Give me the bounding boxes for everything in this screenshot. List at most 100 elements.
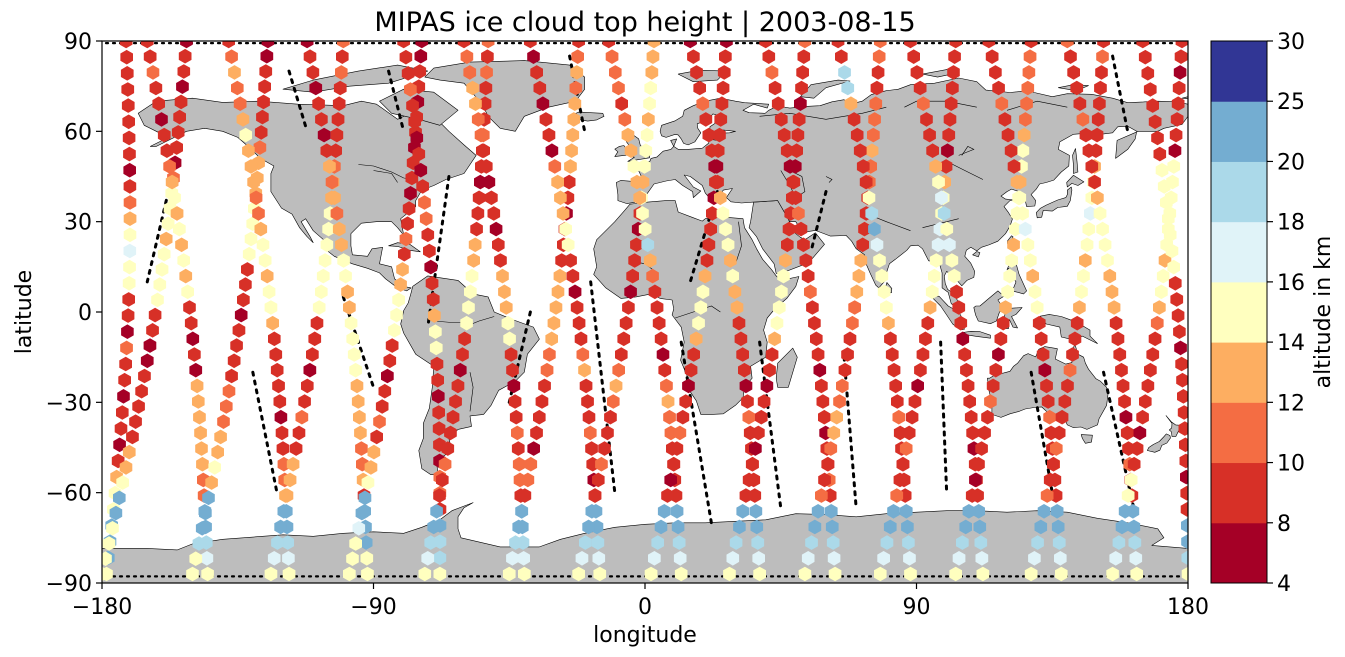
colorbar-segment — [1211, 221, 1267, 283]
cloud-point — [533, 80, 547, 96]
cloud-point — [264, 300, 278, 315]
cloud-point — [106, 521, 119, 536]
cloud-point — [1047, 456, 1060, 472]
cloud-point — [260, 268, 274, 284]
cloud-point — [796, 65, 809, 80]
cloud-point — [642, 112, 655, 127]
cloud-point — [692, 315, 705, 331]
cloud-point — [361, 566, 374, 582]
cloud-point — [1034, 331, 1048, 347]
cloud-point — [1034, 519, 1048, 535]
cloud-point — [704, 221, 717, 237]
cloud-point — [349, 536, 362, 551]
cloud-point — [648, 284, 662, 300]
cloud-point — [792, 112, 806, 127]
cloud-point — [530, 425, 543, 441]
cloud-point — [762, 49, 776, 64]
cloud-point — [846, 315, 859, 331]
cloud-point — [432, 405, 445, 420]
cloud-point — [401, 66, 415, 81]
cloud-point — [1064, 49, 1077, 64]
cloud-point — [463, 65, 477, 80]
cloud-point — [1167, 259, 1180, 275]
cloud-point — [274, 409, 288, 425]
cloud-point — [424, 259, 438, 275]
cloud-point — [1067, 65, 1080, 80]
cloud-point — [538, 378, 551, 394]
cloud-point — [656, 347, 670, 362]
cloud-point — [189, 551, 203, 566]
cloud-point — [511, 441, 525, 456]
cloud-point — [301, 378, 314, 394]
cloud-point — [228, 65, 241, 80]
cloud-point — [1130, 566, 1143, 582]
cloud-point — [940, 221, 954, 237]
cloud-point — [952, 300, 966, 315]
no-cloud-track — [1029, 370, 1054, 495]
cloud-point — [199, 505, 212, 521]
cloud-point — [887, 362, 901, 378]
cloud-point — [337, 253, 350, 268]
cloud-point — [274, 519, 287, 535]
cloud-point — [353, 409, 366, 425]
cloud-point — [651, 535, 664, 550]
cloud-point — [194, 425, 207, 441]
cloud-point — [222, 383, 236, 399]
cloud-point — [183, 300, 196, 315]
cloud-point — [1162, 211, 1175, 226]
cloud-point — [1146, 347, 1160, 362]
cloud-point — [119, 460, 133, 475]
cloud-point — [592, 551, 606, 566]
cloud-point — [1093, 206, 1107, 221]
cloud-point — [1005, 253, 1018, 268]
colorbar-tick-label: 4 — [1277, 572, 1291, 597]
cloud-point — [624, 143, 638, 158]
cloud-point — [146, 65, 160, 80]
cloud-point — [503, 331, 516, 347]
cloud-point — [640, 127, 654, 143]
cloud-point — [602, 41, 616, 49]
cloud-point — [958, 347, 971, 362]
cloud-point — [148, 307, 162, 323]
cloud-point — [231, 80, 244, 96]
cloud-point — [480, 65, 493, 80]
cloud-point — [177, 253, 190, 268]
y-tick-label: 0 — [78, 301, 92, 326]
cloud-point — [126, 429, 139, 445]
cloud-point — [453, 362, 467, 378]
cloud-point — [397, 41, 410, 49]
cloud-point — [562, 174, 576, 190]
cloud-point — [431, 389, 445, 404]
cloud-point — [428, 308, 441, 323]
cloud-point — [1176, 372, 1188, 388]
cloud-point — [1103, 268, 1117, 284]
cloud-point — [615, 347, 628, 362]
cloud-point — [157, 246, 171, 262]
cloud-point — [856, 237, 869, 253]
chart-title: MIPAS ice cloud top height | 2003-08-15 — [374, 7, 915, 38]
cloud-point — [869, 96, 883, 111]
cloud-point — [891, 394, 904, 409]
cloud-point — [1179, 437, 1188, 453]
cloud-point — [179, 268, 193, 284]
cloud-point — [961, 378, 975, 394]
cloud-point — [426, 292, 440, 307]
cloud-point — [487, 206, 501, 221]
cloud-point — [641, 237, 655, 253]
cloud-point — [457, 41, 471, 49]
cloud-point — [982, 41, 996, 49]
cloud-point — [230, 338, 243, 353]
cloud-point — [518, 488, 532, 503]
cloud-point — [1111, 331, 1125, 347]
cloud-point — [258, 253, 272, 268]
cloud-point — [339, 268, 352, 284]
cloud-point — [260, 48, 274, 64]
cloud-point — [1165, 243, 1179, 259]
cloud-point — [421, 227, 435, 243]
cloud-point — [322, 221, 335, 237]
river-line — [1006, 100, 1068, 111]
cloud-point — [1127, 519, 1141, 535]
cloud-point — [633, 190, 646, 206]
cloud-point — [173, 221, 186, 237]
